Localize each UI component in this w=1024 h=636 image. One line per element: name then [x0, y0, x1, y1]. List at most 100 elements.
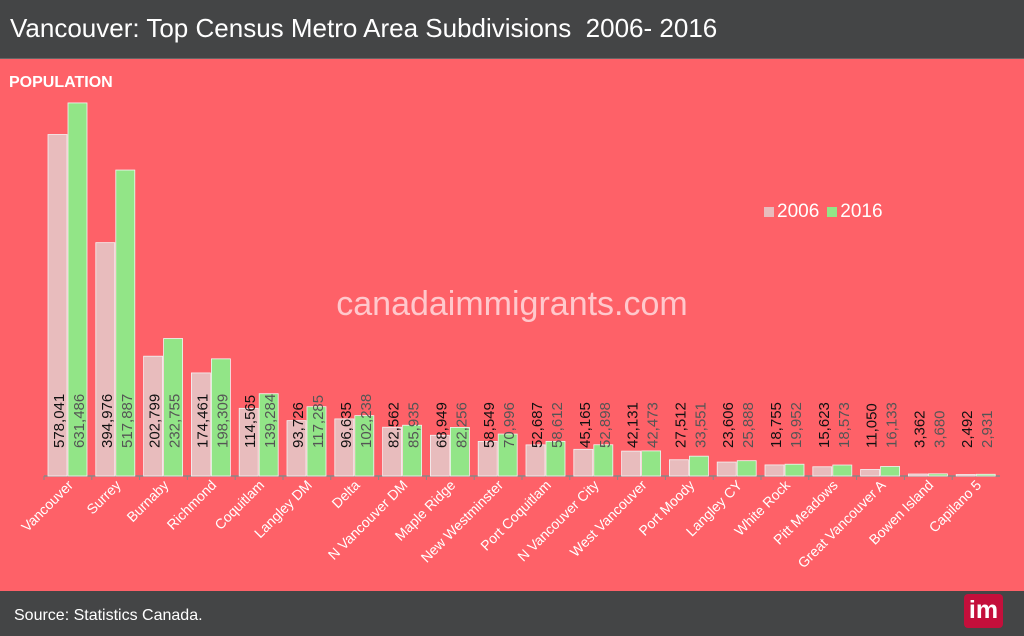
- bar-2006: [621, 450, 641, 477]
- data-label: 18,573: [836, 402, 853, 448]
- bar-2006: [525, 444, 546, 477]
- data-label: 102,238: [358, 394, 375, 448]
- data-label: 58,612: [549, 402, 566, 448]
- watermark: canadaimmigrants.com: [336, 285, 688, 323]
- legend-item-2016: 2016: [827, 201, 883, 223]
- bar-2006: [334, 418, 355, 477]
- bar-2006: [238, 407, 259, 477]
- data-label: 394,976: [99, 394, 116, 448]
- footer: Source: Statistics Canada. im: [0, 591, 1024, 636]
- bar-2016: [258, 393, 279, 477]
- bar-2006: [477, 441, 498, 477]
- data-label: 25,888: [740, 402, 757, 448]
- data-label: 2,492: [959, 410, 976, 448]
- bar-2006: [190, 372, 211, 477]
- x-tick-label: Great Vancouver A: [794, 476, 889, 571]
- data-label: 93,726: [290, 402, 307, 448]
- data-label: 11,050: [864, 403, 881, 448]
- data-label: 578,041: [51, 394, 68, 448]
- data-label: 82,256: [453, 402, 470, 448]
- bar-2006: [908, 473, 928, 477]
- data-label: 58,549: [481, 402, 498, 448]
- data-label: 27,512: [672, 402, 689, 448]
- im-logo: im: [964, 594, 1003, 628]
- bar-2016: [689, 455, 709, 477]
- data-label: 19,952: [788, 402, 805, 448]
- bar-2006: [429, 434, 450, 477]
- data-label: 3,362: [911, 410, 928, 448]
- bar-2016: [736, 460, 757, 477]
- bar-2016: [880, 466, 900, 477]
- data-label: 82,562: [386, 402, 403, 448]
- y-axis-label: POPULATION: [9, 74, 113, 91]
- bar-2016: [402, 424, 423, 477]
- bar-2016: [497, 433, 518, 477]
- bar-2016: [67, 102, 88, 477]
- data-label: 42,473: [645, 402, 662, 448]
- bar-2006: [812, 466, 833, 477]
- data-label: 198,309: [214, 394, 231, 448]
- data-label: 117,285: [310, 395, 327, 448]
- bar-2006: [382, 426, 403, 477]
- data-label: 52,687: [529, 402, 546, 448]
- data-label: 3,680: [931, 410, 948, 448]
- data-label: 33,551: [692, 402, 709, 448]
- bar-2016: [115, 169, 136, 477]
- data-label: 114,565: [242, 395, 259, 448]
- data-label: 45,165: [577, 402, 594, 448]
- data-label: 202,799: [147, 394, 164, 448]
- x-tick-label: Delta: [328, 477, 363, 512]
- bar-2016: [163, 338, 184, 477]
- bar-2006: [669, 459, 689, 477]
- data-label: 85,935: [406, 402, 423, 448]
- x-tick-label: Capilano 5: [926, 477, 985, 536]
- legend-swatch-2006: [764, 207, 774, 217]
- bar-2016: [975, 473, 996, 477]
- bar-2006: [860, 469, 880, 477]
- data-label: 52,898: [597, 402, 614, 448]
- bar-2006: [573, 448, 594, 477]
- data-label: 18,755: [768, 402, 785, 448]
- bar-2006: [955, 474, 976, 477]
- bar-2006: [143, 355, 164, 477]
- bar-2016: [784, 463, 805, 477]
- data-label: 139,284: [262, 394, 279, 448]
- data-label: 42,131: [625, 402, 642, 448]
- x-tick-label: Surrey: [83, 477, 123, 517]
- source-note: Source: Statistics Canada.: [14, 607, 203, 624]
- data-label: 2,931: [979, 410, 996, 448]
- legend-item-2006: 2006: [764, 201, 819, 223]
- data-label: 16,133: [884, 402, 901, 448]
- bar-2006: [716, 461, 737, 477]
- data-label: 232,755: [167, 394, 184, 448]
- bar-2016: [306, 406, 327, 477]
- x-tick-label: Vancouver: [18, 477, 76, 535]
- data-label: 631,486: [71, 394, 88, 448]
- header: Vancouver: Top Census Metro Area Subdivi…: [0, 0, 1024, 59]
- data-label: 174,461: [194, 394, 211, 448]
- x-tick-label: N Vancouver City: [514, 477, 602, 565]
- bar-2016: [593, 444, 614, 477]
- legend: 2006 2016: [764, 201, 883, 223]
- data-label: 15,623: [816, 402, 833, 448]
- legend-label-2006: 2006: [777, 201, 820, 222]
- data-label: 23,606: [720, 402, 737, 448]
- data-label: 70,996: [501, 402, 518, 448]
- bar-2016: [354, 415, 375, 477]
- x-tick-label: New Westminster: [418, 477, 507, 566]
- bar-2006: [47, 134, 68, 477]
- bar-2016: [545, 440, 566, 477]
- bar-2006: [95, 242, 116, 477]
- chart-title: Vancouver: Top Census Metro Area Subdivi…: [10, 13, 718, 43]
- data-label: 96,635: [338, 402, 355, 448]
- x-tick-label: Richmond: [164, 477, 220, 533]
- bar-2006: [286, 420, 307, 477]
- bar-2016: [449, 427, 470, 477]
- data-label: 68,949: [433, 402, 450, 448]
- data-label: 517,887: [119, 394, 136, 448]
- bar-2016: [832, 464, 853, 477]
- x-tick-label: Burnaby: [123, 477, 171, 525]
- bar-2016: [210, 358, 231, 477]
- bar-2016: [641, 450, 661, 477]
